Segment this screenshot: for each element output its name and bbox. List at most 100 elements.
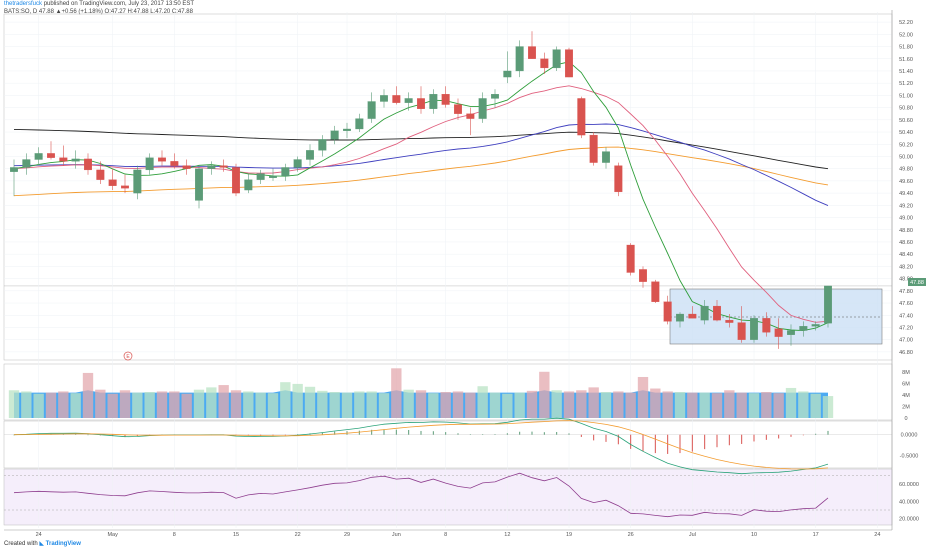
ma-orange-line [13,146,829,197]
macd-histogram-bar [284,434,286,436]
volume-bar [588,387,599,418]
candle [182,159,191,175]
time-tick-label: 8 [444,532,447,538]
volume-bar [33,393,44,418]
candle [602,147,610,169]
volume-bar [292,383,303,418]
price-tick-label: 50.80 [899,106,913,112]
macd-histogram-bar [605,434,607,442]
candle [195,165,203,209]
price-tick-label: 50.40 [899,130,913,136]
volume-bar [218,385,229,418]
volume-bar [317,390,328,418]
volume-bar [711,393,723,418]
macd-histogram-bar [728,434,730,446]
candle [787,324,795,346]
candle-body [306,150,314,160]
volume-bar [45,392,57,418]
macd-tick-label: 0.0000 [901,433,918,439]
macd-pane [4,417,892,475]
volume-bar [230,390,242,418]
macd-histogram-bar [827,430,829,435]
candle-body [737,322,746,340]
event-marker[interactable]: E [123,351,133,361]
volume-bar [156,391,168,418]
candle-body [602,151,610,163]
candle [158,150,166,166]
candle [762,312,771,337]
candle-body [367,101,376,119]
candle-body [552,49,561,69]
volume-bar [169,391,180,418]
candle-body [145,157,154,171]
candles [10,31,832,349]
candle-body [725,319,734,323]
volume-tick-label: 4M [902,393,910,399]
candle [515,40,524,78]
candle [367,92,376,123]
volume-bar [132,392,143,418]
candle-body [244,179,253,191]
price-tick-label: 52.20 [899,20,913,26]
candle [71,150,80,169]
volume-bar [477,386,488,418]
volume-bar [452,391,464,418]
candle-body [293,159,302,168]
volume-bar [724,390,735,418]
candle-body [404,98,413,103]
candle-body [466,113,475,119]
time-tick-label: 12 [504,532,510,538]
axes: 52.20 52.00 51.80 51.60 51.40 51.20 51.00 50.80… [4,10,919,538]
macd-histogram-bar [408,429,410,435]
candle [34,147,43,166]
author-link[interactable]: thetradersfuck [4,1,43,7]
volume-bar [526,390,538,418]
candle-body [108,179,117,186]
macd-histogram-bar [753,434,755,442]
candle [528,31,536,59]
volume-bar [563,391,575,418]
candle [565,47,573,78]
candle [330,125,339,145]
candle-body [269,175,277,178]
macd-histogram-bar [124,434,126,437]
candle [343,122,351,139]
candle-body [787,330,795,335]
candle [84,153,92,175]
volume-bar [341,392,353,418]
candle [540,52,549,75]
volume-bar [366,391,377,418]
candle [503,51,512,84]
macd-histogram-bar [765,434,767,440]
macd-histogram-bar [716,434,718,448]
macd-histogram-bar [790,434,792,437]
rsi-pane [4,472,892,518]
volume-bar [798,391,809,418]
volume-bar [650,388,661,418]
volume-bar [181,393,192,418]
volume-bar [748,393,760,418]
candle [269,168,277,181]
candle-body [207,165,216,169]
price-tick-label: 47.60 [899,301,913,307]
candle-body [22,159,31,168]
macd-histogram-bar [815,433,817,435]
candle [133,165,142,200]
macd-histogram-bar [75,434,77,435]
volume-bar [193,389,205,418]
macd-histogram-bar [395,429,397,435]
price-tick-label: 49.80 [899,167,913,173]
volume-bar [687,392,698,418]
volume-bar [637,376,649,418]
volume-bar [119,390,131,418]
price-tick-label: 48.80 [899,228,913,234]
volume-bars [8,368,834,418]
volume-bar [8,390,20,418]
price-tick-label: 49.20 [899,203,913,209]
volume-bar [206,387,217,418]
volume-bar [403,389,414,418]
macd-histogram-bar [432,431,434,435]
rsi-line [13,472,829,518]
candle-body [84,158,92,171]
